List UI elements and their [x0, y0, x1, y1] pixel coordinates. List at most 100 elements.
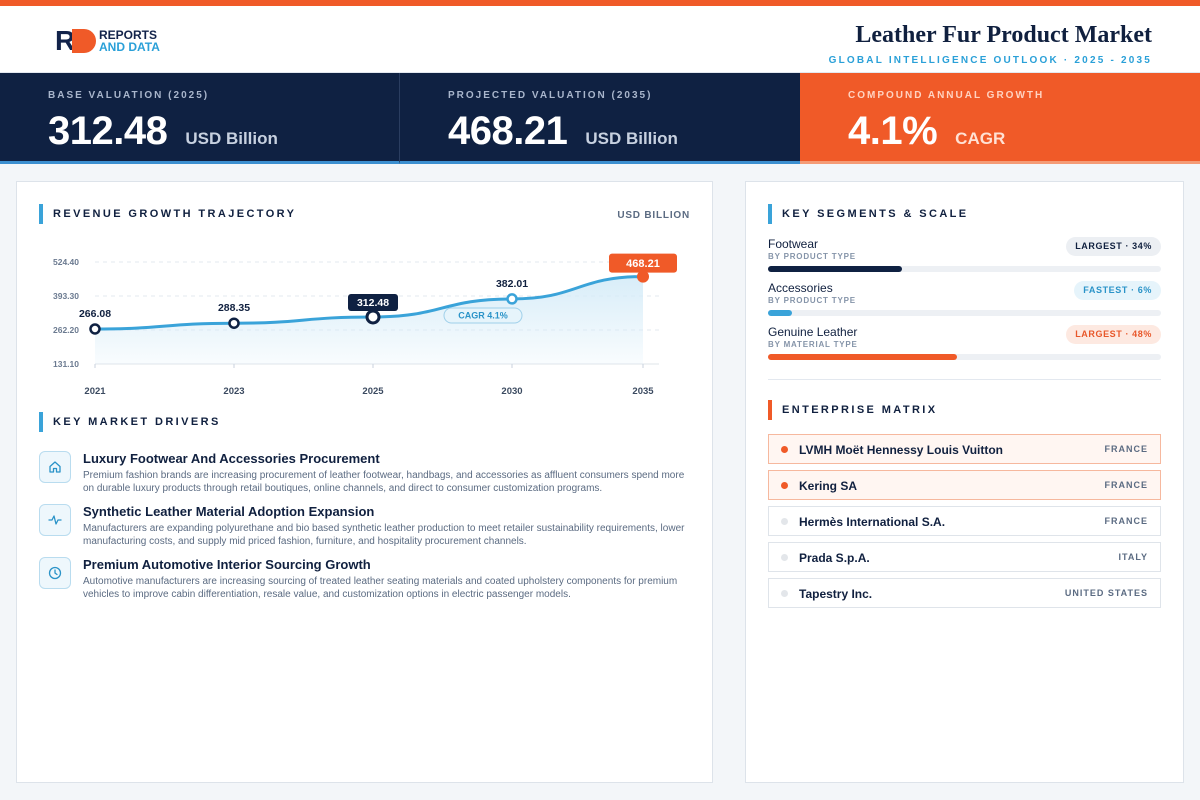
kpi-value: 468.21: [448, 109, 568, 153]
segments-heading: KEY SEGMENTS & SCALE: [768, 204, 969, 224]
driver-title: Synthetic Leather Material Adoption Expa…: [83, 504, 375, 519]
kpi-label: PROJECTED VALUATION (2035): [448, 90, 653, 101]
data-point: [637, 270, 649, 283]
company-name: LVMH Moët Hennessy Louis Vuitton: [799, 443, 1004, 457]
status-dot-icon: [781, 554, 788, 561]
driver-item: Synthetic Leather Material Adoption Expa…: [39, 500, 694, 553]
segment-bar-fill: [768, 266, 902, 272]
trajectory-heading: REVENUE GROWTH TRAJECTORY: [39, 204, 296, 224]
company-name: Kering SA: [799, 479, 858, 493]
segment-name: Accessories: [768, 281, 833, 295]
section-accent: [768, 400, 772, 420]
status-dot-icon: [781, 446, 788, 453]
driver-item: Premium Automotive Interior Sourcing Gro…: [39, 553, 694, 606]
kpi-unit: USD Billion: [585, 129, 678, 148]
status-dot-icon: [781, 482, 788, 489]
revenue-chart: 524.40 393.30 262.20 131.10 CAGR 4.1% 266.08 2…: [53, 253, 677, 397]
kpi-unit: CAGR: [955, 129, 1006, 148]
segment-category: BY MATERIAL TYPE: [768, 340, 858, 349]
segment-item: Genuine Leather BY MATERIAL TYPE LARGEST…: [768, 325, 1161, 369]
data-label-box: [609, 253, 677, 273]
data-point: [506, 293, 518, 305]
kpi-label: COMPOUND ANNUAL GROWTH: [848, 90, 1045, 101]
cagr-pill: [443, 307, 523, 324]
driver-item: Luxury Footwear And Accessories Procurem…: [39, 447, 694, 500]
company-row[interactable]: LVMH Moët Hennessy Louis Vuitton FRANCE: [768, 434, 1161, 464]
brand-logo[interactable]: R REPORTS AND DATA: [55, 27, 160, 55]
segment-bar-track: [768, 310, 1161, 316]
segment-bar-fill: [768, 354, 957, 360]
kpi-value: 312.48: [48, 109, 168, 153]
status-dot-icon: [781, 518, 788, 525]
segments-list: Footwear BY PRODUCT TYPE LARGEST · 34% A…: [768, 237, 1161, 369]
logo-text: REPORTS AND DATA: [99, 29, 160, 53]
driver-title: Luxury Footwear And Accessories Procurem…: [83, 451, 380, 466]
data-label: 468.21: [626, 258, 660, 270]
clock-icon: [39, 557, 71, 589]
title-block: Leather Fur Product Market GLOBAL INTELL…: [829, 22, 1152, 66]
drivers-heading: KEY MARKET DRIVERS: [39, 412, 221, 432]
section-title: KEY MARKET DRIVERS: [53, 416, 221, 428]
kpi-unit: USD Billion: [185, 129, 278, 148]
x-tick-label: 2035: [632, 386, 654, 397]
driver-description: Premium fashion brands are increasing pr…: [83, 470, 685, 494]
kpi-projected-valuation: PROJECTED VALUATION (2035) 468.21 USD Bi…: [400, 73, 800, 164]
kpi-label: BASE VALUATION (2025): [48, 90, 210, 101]
section-title: KEY SEGMENTS & SCALE: [782, 208, 969, 220]
company-country: ITALY: [1118, 552, 1148, 562]
logo-mark-icon: R: [55, 27, 97, 55]
data-point: [89, 323, 101, 335]
kpi-value: 4.1%: [848, 109, 938, 153]
segment-bar-fill: [768, 310, 792, 316]
y-tick-label: 524.40: [53, 257, 79, 267]
company-country: FRANCE: [1104, 480, 1148, 490]
company-country: FRANCE: [1104, 444, 1148, 454]
segment-name: Footwear: [768, 237, 819, 251]
kpi-cagr: COMPOUND ANNUAL GROWTH 4.1% CAGR: [800, 73, 1200, 164]
company-name: Tapestry Inc.: [799, 587, 873, 601]
driver-description: Manufacturers are expanding polyurethane…: [83, 523, 685, 547]
x-tick-label: 2021: [84, 386, 106, 397]
data-point: [228, 317, 240, 329]
section-title: REVENUE GROWTH TRAJECTORY: [53, 208, 297, 220]
company-row[interactable]: Tapestry Inc. UNITED STATES: [768, 578, 1161, 608]
data-label: 382.01: [496, 278, 528, 290]
y-tick-label: 131.10: [53, 359, 79, 369]
driver-description: Automotive manufacturers are increasing …: [83, 576, 678, 600]
data-label-box: [348, 293, 398, 311]
segment-item: Footwear BY PRODUCT TYPE LARGEST · 34%: [768, 237, 1161, 281]
x-tick-label: 2023: [223, 386, 244, 397]
header: R REPORTS AND DATA Leather Fur Product M…: [0, 6, 1200, 73]
kpi-row: BASE VALUATION (2025) 312.48 USD Billion…: [0, 73, 1200, 164]
enterprise-matrix: LVMH Moët Hennessy Louis Vuitton FRANCE …: [768, 434, 1161, 614]
page-title: Leather Fur Product Market: [855, 22, 1152, 48]
y-tick-label: 393.30: [53, 291, 79, 301]
company-row[interactable]: Hermès International S.A. FRANCE: [768, 506, 1161, 536]
data-label: 312.48: [357, 297, 389, 309]
company-row[interactable]: Prada S.p.A. ITALY: [768, 542, 1161, 572]
segment-name: Genuine Leather: [768, 325, 858, 339]
section-divider: [768, 379, 1161, 380]
segment-bar-track: [768, 354, 1161, 360]
trajectory-card: REVENUE GROWTH TRAJECTORY USD BILLION 52…: [16, 181, 713, 783]
driver-title: Premium Automotive Interior Sourcing Gro…: [83, 557, 371, 572]
company-name: Hermès International S.A.: [799, 515, 946, 529]
segment-item: Accessories BY PRODUCT TYPE FASTEST · 6%: [768, 281, 1161, 325]
logo-line-1: REPORTS: [99, 28, 158, 42]
kpi-base-valuation: BASE VALUATION (2025) 312.48 USD Billion: [0, 73, 400, 164]
segment-badge: FASTEST · 6%: [1074, 281, 1161, 300]
segment-badge: LARGEST · 34%: [1066, 237, 1161, 256]
top-accent-bar: [0, 0, 1200, 6]
matrix-heading: ENTERPRISE MATRIX: [768, 400, 938, 420]
page-subtitle: GLOBAL INTELLIGENCE OUTLOOK · 2025 - 203…: [828, 55, 1152, 66]
y-tick-label: 262.20: [53, 325, 79, 335]
cagr-pill-label: CAGR 4.1%: [458, 311, 508, 321]
segment-category: BY PRODUCT TYPE: [768, 296, 856, 305]
section-accent: [768, 204, 772, 224]
company-row[interactable]: Kering SA FRANCE: [768, 470, 1161, 500]
data-label: 266.08: [79, 308, 111, 320]
status-dot-icon: [781, 590, 788, 597]
logo-line-2: AND DATA: [99, 40, 160, 54]
data-point: [365, 309, 381, 325]
drivers-list: Luxury Footwear And Accessories Procurem…: [39, 447, 694, 606]
